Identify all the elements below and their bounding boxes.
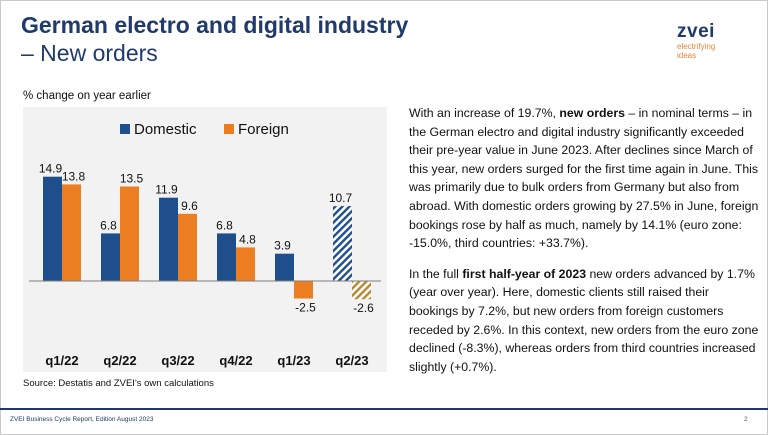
zvei-logo: zvei electrifying ideas [677,22,715,60]
paragraph1-run-2: – in nominal terms – in the German elect… [409,106,759,251]
legend-swatch-foreign [224,124,234,134]
data-label-domestic-q3/22: 11.9 [155,183,178,197]
paragraph1-run-0: With an increase of 19.7%, [409,106,560,120]
bar-foreign-q2/23 [352,281,371,300]
category-labels-group: q1/22 q2/22 q3/22 q4/22 q1/23 q2/23 [45,353,368,368]
footer-text: ZVEI Business Cycle Report, Edition Augu… [10,416,154,423]
chart-subtitle: % change on year earlier [23,90,151,102]
category-label-q1/22: q1/22 [45,353,78,368]
paragraph-new-orders: With an increase of 19.7%, new orders – … [409,104,761,253]
data-label-foreign-q2/23: -2.6 [353,301,374,315]
commentary-text: With an increase of 19.7%, new orders – … [409,104,761,388]
bar-chart: Domestic Foreign 14.913.8 6.8 13.5 11.99.6 6.… [29,121,381,368]
page-subtitle: – New orders [21,40,158,66]
bar-domestic-q2/22 [101,233,120,281]
bars-group [43,176,371,300]
logo-wordmark: zvei [677,21,715,42]
bar-foreign-q2/22 [120,186,139,281]
bar-foreign-q1/23 [294,281,313,299]
bar-domestic-q1/23 [275,253,294,281]
paragraph2-run-2: new orders advanced by 1.7% (year over y… [409,266,759,374]
data-label-domestic-q4/22: 6.8 [216,218,233,232]
paragraph1-run-1: new orders [559,106,625,120]
data-label-domestic-q2/22: 6.8 [100,218,117,232]
category-label-q2/23: q2/23 [335,353,368,368]
bar-domestic-q3/22 [159,197,178,281]
paragraph2-run-1: first half-year of 2023 [462,266,587,281]
bar-foreign-q1/22 [62,184,81,281]
bar-foreign-q4/22 [236,247,255,281]
footer-rule [0,408,768,410]
legend-label-foreign: Foreign [238,121,289,138]
bar-foreign-q3/22 [178,213,197,281]
logo-tagline-2: ideas [677,51,697,60]
category-label-q4/22: q4/22 [219,353,252,368]
page-number: 2 [744,416,748,423]
bar-domestic-q1/22 [43,176,62,281]
chart-background [23,107,387,372]
logo-tagline-1: electrifying [677,42,716,51]
bar-domestic-q2/23 [333,206,352,281]
data-label-foreign-q3/22: 9.6 [181,199,198,213]
category-label-q1/23: q1/23 [277,353,310,368]
paragraph2-run-0: In the full [409,266,463,281]
category-label-q2/22: q2/22 [103,353,136,368]
data-label-foreign-q2/22: 13.5 [120,172,144,186]
data-label-foreign-q1/23: -2.5 [295,301,316,315]
data-labels-group: 14.913.8 6.8 13.5 11.99.6 6.8 4.8 3.9 -2.5 10.7 -… [39,162,374,316]
data-label-domestic-q2/23: 10.7 [329,191,353,205]
legend-swatch-domestic [120,124,130,134]
legend-label-domestic: Domestic [134,121,197,138]
paragraph-half-year: In the full first half-year of 2023 new … [409,265,761,377]
page-title: German electro and digital industry [21,12,409,38]
bar-domestic-q4/22 [217,233,236,281]
data-label-domestic-q1/23: 3.9 [274,239,291,253]
chart-legend: Domestic Foreign [120,121,289,138]
data-label-foreign-q4/22: 4.8 [239,232,256,246]
chart-source: Source: Destatis and ZVEI's own calculat… [23,378,214,389]
category-label-q3/22: q3/22 [161,353,194,368]
data-label-domestic-q1/22: 14.9 [39,162,63,176]
data-label-foreign-q1/22: 13.8 [62,169,86,183]
